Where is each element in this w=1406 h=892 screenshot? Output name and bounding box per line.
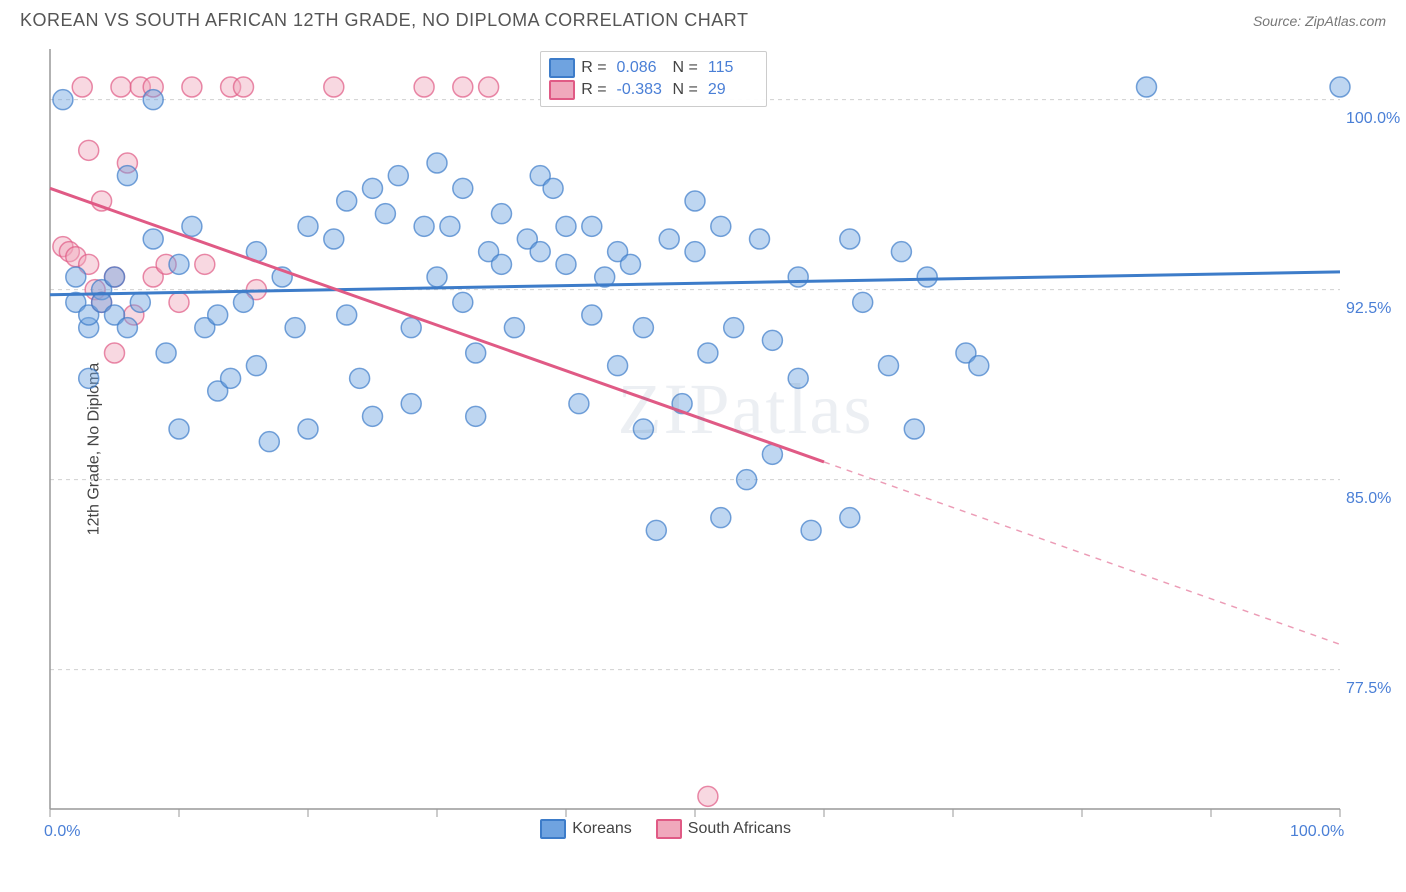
r-value-1: 0.086 (617, 59, 667, 77)
y-tick-label: 85.0% (1346, 490, 1391, 508)
correlation-row-1: R = 0.086 N = 115 (549, 58, 758, 78)
y-tick-label: 77.5% (1346, 680, 1391, 698)
chart-header: KOREAN VS SOUTH AFRICAN 12TH GRADE, NO D… (0, 0, 1406, 39)
n-value-2: 29 (708, 81, 758, 99)
legend-label-2: South Africans (688, 820, 791, 838)
r-label-2: R = (581, 81, 606, 99)
n-label-2: N = (673, 81, 698, 99)
legend-item-2: South Africans (656, 819, 791, 839)
x-tick-left: 0.0% (44, 823, 80, 841)
x-tick-right: 100.0% (1290, 823, 1344, 841)
n-value-1: 115 (708, 59, 758, 77)
scatter-chart (0, 39, 1406, 859)
source-attribution: Source: ZipAtlas.com (1253, 13, 1386, 29)
swatch-south-africans (656, 819, 682, 839)
swatch-series2 (549, 80, 575, 100)
n-label: N = (673, 59, 698, 77)
series-legend: Koreans South Africans (540, 819, 791, 839)
chart-area: 12th Grade, No Diploma ZIPatlas R = 0.08… (0, 39, 1406, 859)
source-link[interactable]: ZipAtlas.com (1305, 13, 1386, 29)
chart-title: KOREAN VS SOUTH AFRICAN 12TH GRADE, NO D… (20, 10, 748, 31)
r-label: R = (581, 59, 606, 77)
y-tick-label: 100.0% (1346, 110, 1400, 128)
legend-label-1: Koreans (572, 820, 632, 838)
source-prefix: Source: (1253, 13, 1305, 29)
swatch-series1 (549, 58, 575, 78)
legend-item-1: Koreans (540, 819, 632, 839)
correlation-legend: R = 0.086 N = 115 R = -0.383 N = 29 (540, 51, 767, 107)
r-value-2: -0.383 (617, 81, 667, 99)
swatch-koreans (540, 819, 566, 839)
y-tick-label: 92.5% (1346, 300, 1391, 318)
correlation-row-2: R = -0.383 N = 29 (549, 80, 758, 100)
